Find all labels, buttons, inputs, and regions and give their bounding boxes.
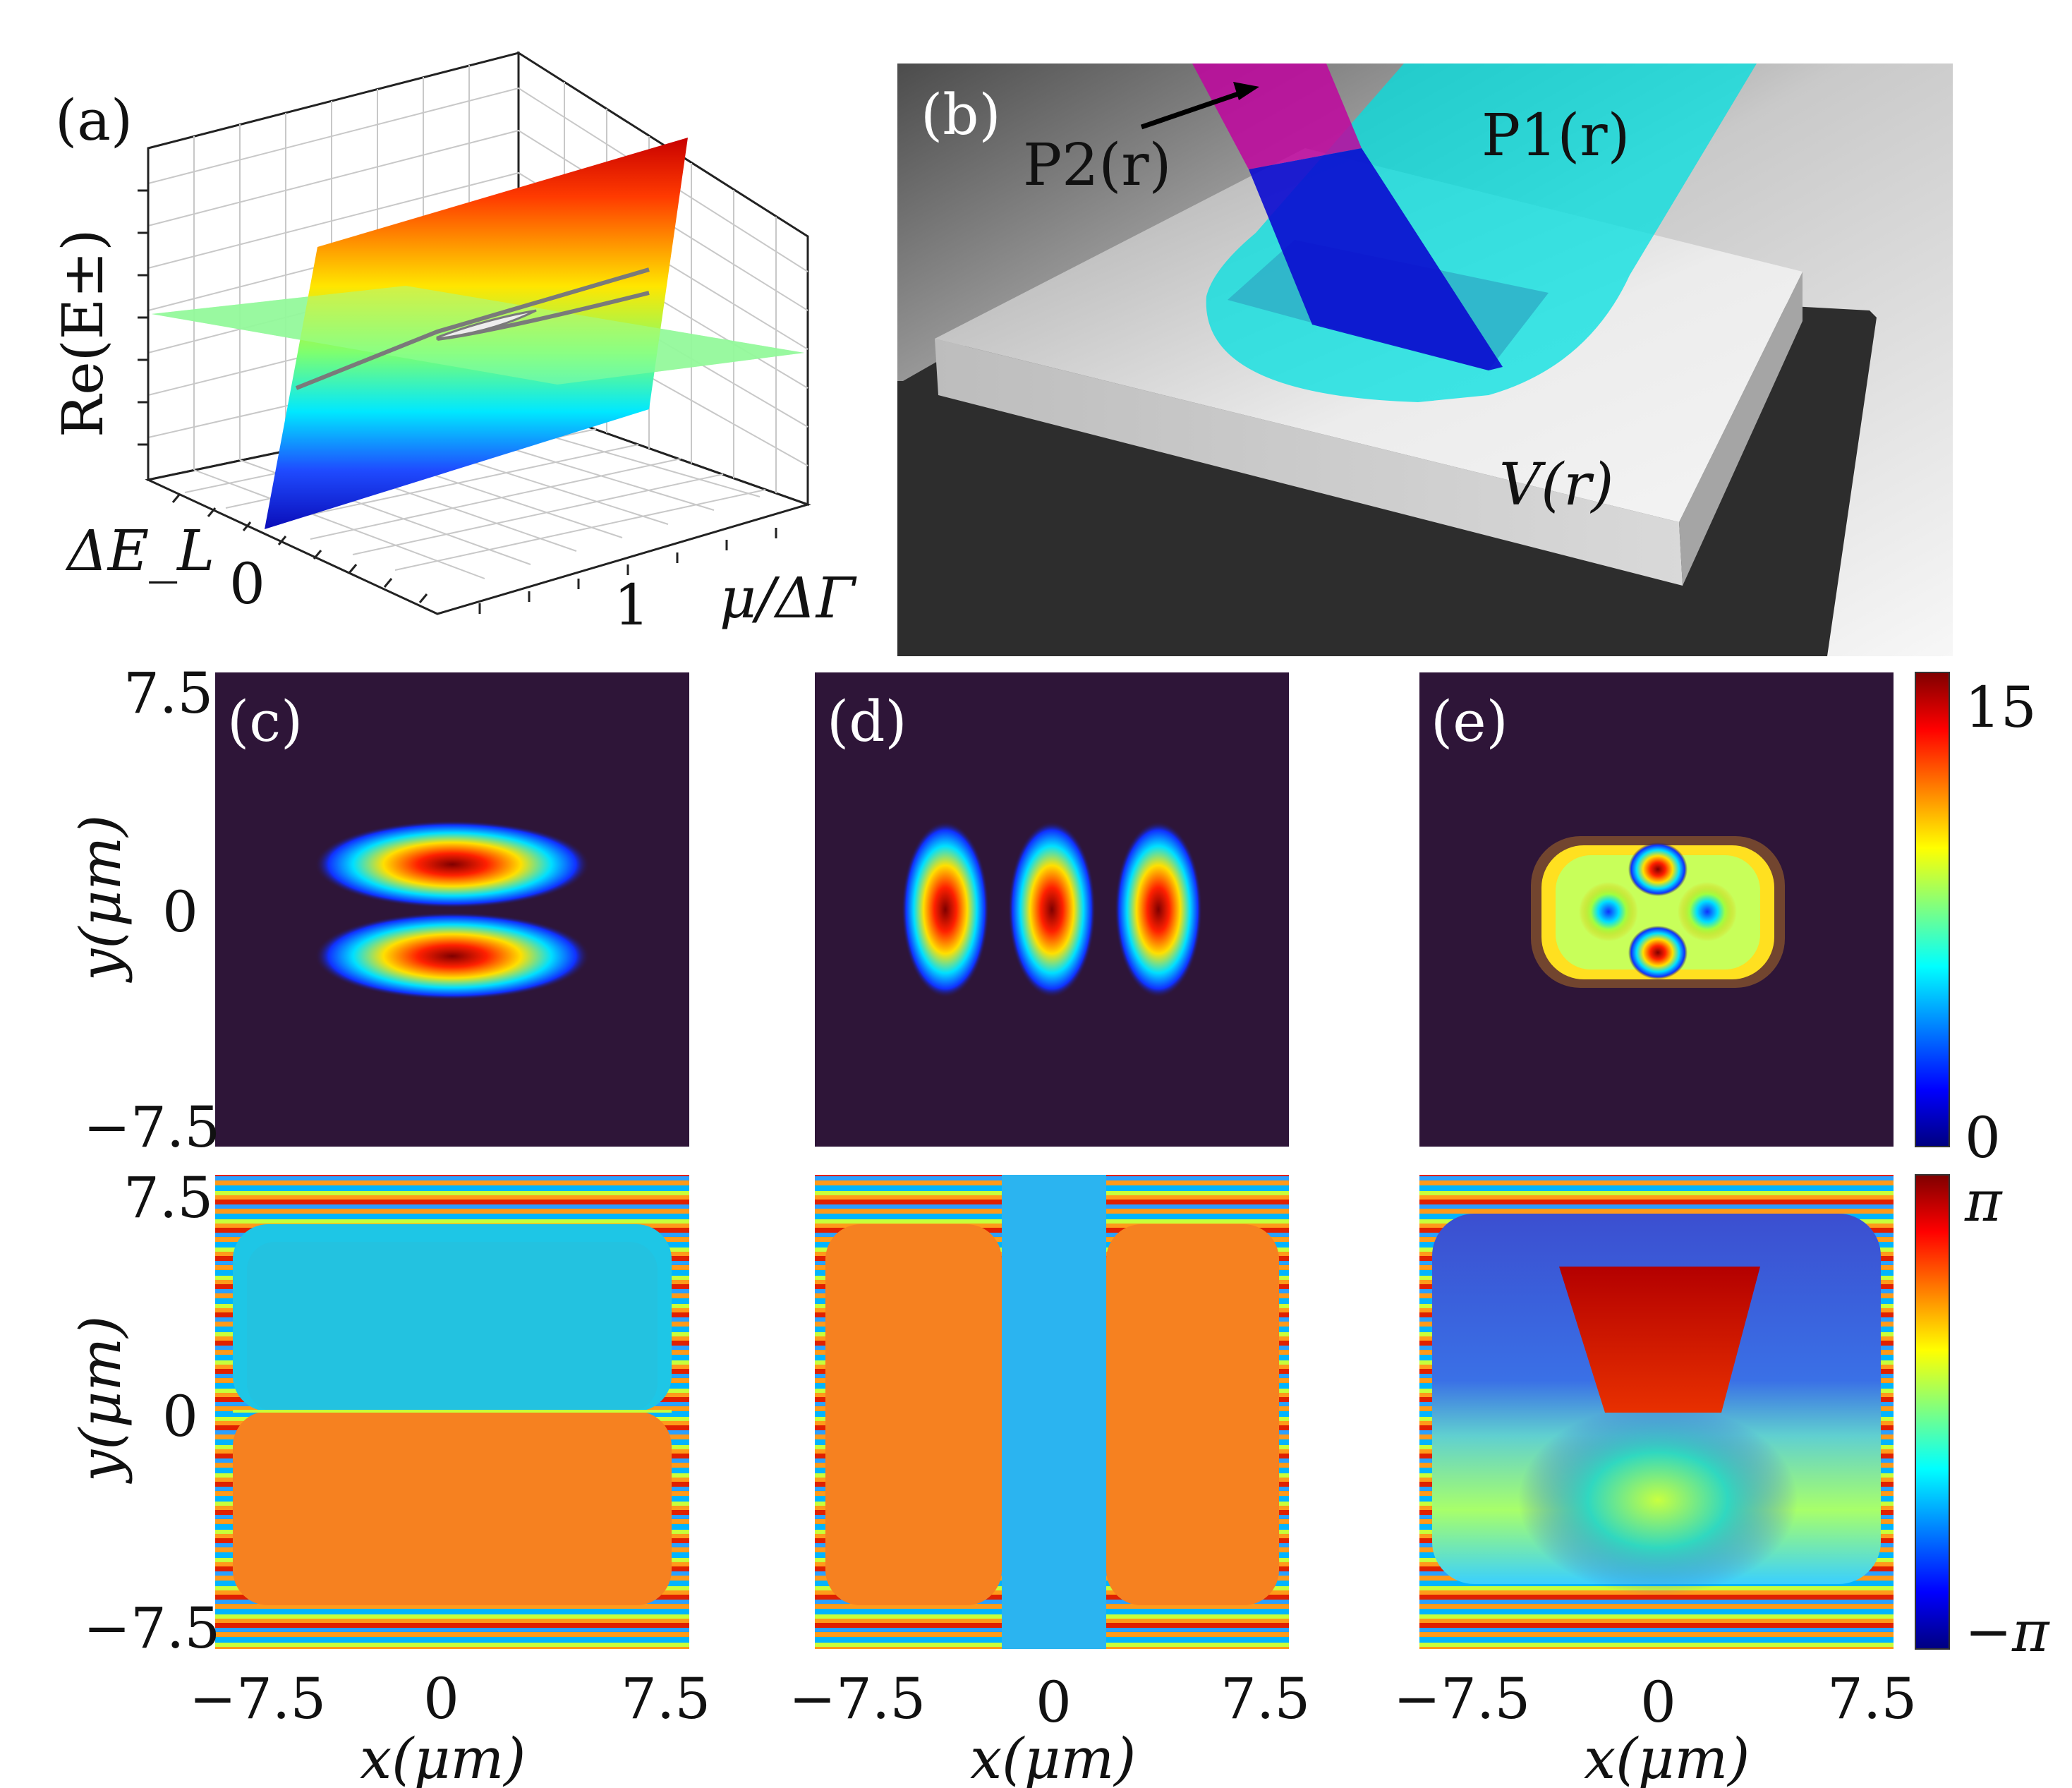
x-tick-c-zero: 0: [423, 1666, 459, 1732]
y-axis-label-top-row: y(μm): [68, 815, 133, 983]
y-tick-bottom-row-zero: 0: [162, 1384, 198, 1449]
panel-e-phase-center-glow: [1503, 1390, 1813, 1602]
x-tick-e-min: −7.5: [1393, 1666, 1530, 1732]
panel-c-label: (c): [227, 689, 303, 754]
panel-d-phase-left: [825, 1224, 1002, 1605]
panel-a-exceptional-region: [436, 309, 537, 340]
panel-b-arrow: [1140, 87, 1250, 130]
panel-c-density: (c): [215, 672, 689, 1147]
x-tick-e-zero: 0: [1640, 1669, 1676, 1735]
panel-e-lobe-top: [1628, 842, 1688, 896]
panel-c-phase-upper-band: [247, 1242, 658, 1411]
panel-a-z-axis-label: Re(E±): [50, 229, 116, 437]
y-tick-top-row-min: −7.5: [83, 1094, 220, 1160]
panel-b-beam-p2-upper: [1192, 64, 1362, 169]
panel-a: (a) Re(E±) ΔE_L 0 1 μ/ΔΓ: [50, 51, 857, 638]
panel-a-ticks: [138, 189, 777, 614]
panel-e-vortex-right: [1678, 882, 1737, 941]
panel-d-lobe-right: [1115, 821, 1202, 998]
panel-b-label: (b): [921, 82, 1001, 147]
panel-b-beam-p2-lower: [1249, 148, 1503, 370]
panel-e-lobe-bottom: [1628, 926, 1688, 979]
panel-e-vortex-left: [1579, 882, 1638, 941]
panel-a-label: (a): [55, 87, 133, 153]
panel-e-phase-cone: [1559, 1267, 1760, 1413]
y-tick-top-row-max: 7.5: [123, 660, 213, 726]
panel-c-lobe-lower: [315, 912, 590, 1000]
panel-d-phase-center: [1002, 1175, 1106, 1649]
x-axis-label-d: x(μm): [970, 1726, 1136, 1788]
panel-a-x-tick: 0: [229, 551, 265, 617]
panel-a-flat-sheet-top: [152, 286, 804, 385]
panel-c-phase-lower: [233, 1411, 672, 1605]
panel-b-beam-p1-label: P1(r): [1482, 102, 1630, 169]
y-tick-top-row-zero: 0: [162, 879, 198, 945]
colorbar-density-max: 15: [1965, 675, 2037, 740]
panel-b-beam-p2-label: P2(r): [1023, 132, 1172, 199]
panel-b: (b) P2(r) P1(r) V(r): [897, 64, 1953, 656]
x-axis-label-c: x(μm): [360, 1726, 526, 1788]
x-tick-c-max: 7.5: [621, 1666, 710, 1732]
panel-d-phase-right: [1106, 1224, 1279, 1605]
panel-d-label: (d): [827, 689, 907, 754]
panel-c-phase: [215, 1175, 689, 1649]
y-tick-bottom-row-min: −7.5: [83, 1595, 220, 1661]
panel-e-density: (e): [1419, 672, 1894, 1147]
x-tick-c-min: −7.5: [189, 1666, 326, 1732]
panel-e-phase: [1419, 1175, 1894, 1649]
colorbar-phase-max: π: [1964, 1168, 2003, 1234]
x-axis-label-e: x(μm): [1584, 1726, 1750, 1788]
panel-b-arrow-head: [1233, 82, 1259, 100]
panel-b-potential-label: V(r): [1499, 452, 1613, 519]
y-axis-label-bottom-row: y(μm): [68, 1316, 133, 1484]
panel-c-lobe-upper: [315, 821, 590, 908]
y-tick-bottom-row-max: 7.5: [123, 1165, 213, 1231]
colorbar-phase: [1915, 1174, 1950, 1650]
x-tick-e-max: 7.5: [1827, 1666, 1917, 1732]
colorbar-density: [1915, 672, 1950, 1147]
panel-b-box-right-face: [1679, 272, 1803, 586]
panel-d-lobe-left: [902, 821, 989, 998]
axis-labels: 7.5 0 −7.5 y(μm) 7.5 0 −7.5 y(μm) −7.5 0…: [68, 660, 1917, 1788]
panel-e-label: (e): [1431, 689, 1508, 754]
panel-a-x-axis-label: ΔE_L: [65, 518, 214, 584]
panel-c-density-map: [215, 672, 689, 1147]
panel-d-lobe-center: [1008, 821, 1096, 998]
panel-a-y-axis-label: μ/ΔΓ: [720, 565, 857, 631]
panel-d-density: (d): [815, 672, 1289, 1147]
panel-d-phase: [815, 1175, 1289, 1649]
panel-b-box-left-face: [935, 339, 1683, 586]
x-tick-d-max: 7.5: [1220, 1666, 1310, 1732]
x-tick-d-min: −7.5: [789, 1666, 926, 1732]
panel-a-y-tick: 1: [614, 572, 650, 638]
colorbar-density-min: 0: [1965, 1105, 2001, 1171]
colorbar-phase-min: −π: [1965, 1599, 2050, 1665]
panel-a-branch-upper: [295, 267, 650, 390]
x-tick-d-zero: 0: [1036, 1669, 1072, 1735]
